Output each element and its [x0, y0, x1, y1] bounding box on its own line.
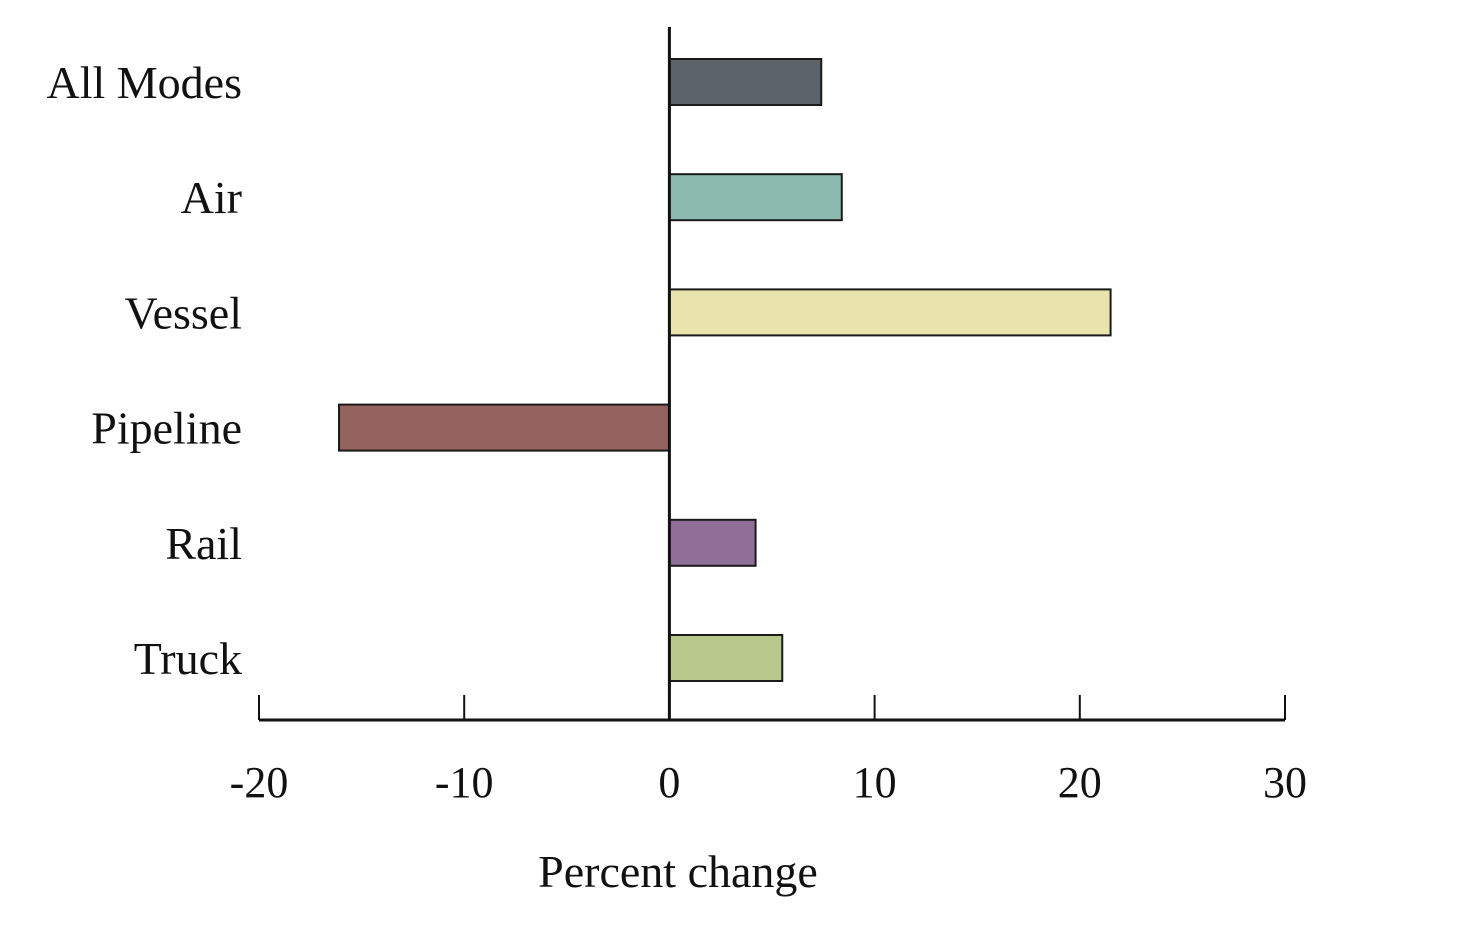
x-axis-title: Percent change [538, 846, 818, 897]
x-tick-label: 0 [658, 758, 680, 807]
x-tick-label: -20 [230, 758, 289, 807]
x-tick-label: 20 [1058, 758, 1102, 807]
category-label-all-modes: All Modes [47, 57, 243, 108]
bar-rail [668, 518, 757, 567]
category-label-rail: Rail [165, 518, 242, 569]
bar-all-modes [668, 58, 823, 106]
bar-truck [668, 634, 784, 682]
category-label-pipeline: Pipeline [91, 403, 242, 454]
category-label-truck: Truck [134, 633, 242, 684]
x-tick-label: 30 [1263, 758, 1307, 807]
x-tick-label: 10 [853, 758, 897, 807]
bar-vessel [668, 288, 1112, 337]
category-labels: All Modes Air Vessel Pipeline Rail Truck [47, 57, 243, 684]
bars [338, 58, 1112, 682]
bar-pipeline [338, 403, 671, 452]
category-label-vessel: Vessel [124, 287, 242, 338]
category-label-air: Air [181, 172, 242, 223]
x-tick-labels: -20 -10 0 10 20 30 [230, 758, 1307, 807]
x-tick-label: -10 [435, 758, 494, 807]
bar-air [668, 173, 843, 222]
x-axis [258, 695, 1286, 722]
